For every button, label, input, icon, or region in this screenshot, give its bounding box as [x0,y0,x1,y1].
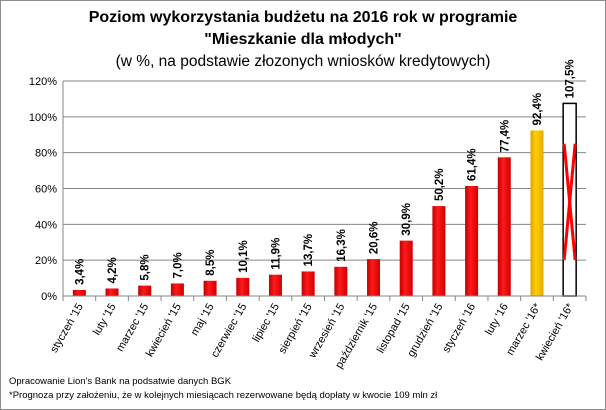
x-tick-label: luty '15 [91,302,119,338]
bar [399,240,413,296]
data-label: 61,4% [467,148,479,181]
source-note: Opracowanie Lion's Bank na podsatwie dan… [9,376,232,387]
y-tick-label: 20% [35,255,57,267]
cross-mark [562,143,577,261]
data-label: 10,1% [238,240,250,273]
bar [301,271,315,296]
y-tick-label: 80% [35,148,57,160]
x-tick-label: luty '16 [483,302,511,338]
data-label: 107,5% [565,59,577,98]
data-label: 92,4% [532,93,544,126]
bar [236,277,250,296]
data-label: 3,4% [74,259,86,285]
y-tick-label: 40% [35,219,57,231]
data-label: 20,6% [369,221,381,254]
data-label: 50,2% [434,168,446,201]
bar [72,289,86,296]
x-tick-label: listopad '15 [375,302,413,356]
data-label: 11,9% [270,238,282,270]
y-tick-label: 0% [41,291,57,303]
y-tick-label: 120% [29,76,57,88]
bar [334,266,348,296]
bar [268,274,282,296]
x-tick-label: lipiec '15 [250,302,282,345]
x-tick-label: styczeń '15 [48,302,86,355]
bar [170,283,184,296]
bar [203,280,217,296]
data-label: 30,9% [401,203,413,236]
chart-subtitle: (w %, na podstawie złozonych wniosków kr… [115,53,491,70]
bar [432,206,446,296]
chart-title: Poziom wykorzystania budżetu na 2016 rok… [88,9,518,26]
bar [530,130,544,296]
data-label: 77,4% [499,120,511,153]
y-tick-label: 100% [29,112,57,124]
chart-title-line2: "Mieszkanie dla młodych" [204,31,402,48]
x-tick-label: maj '15 [189,302,217,338]
x-tick-label: kwiecień '15 [144,302,184,360]
bar [138,285,152,296]
data-label: 4,2% [107,257,119,283]
y-tick-label: 60% [35,184,57,196]
x-tick-label: sierpień '15 [276,302,314,356]
x-tick-label: grudzień '15 [405,302,445,360]
x-tick-label: styczeń '16 [440,302,478,355]
bar [465,185,479,296]
data-label: 13,7% [303,234,315,267]
forecast-note: *Prognoza przy założeniu, że w kolejnych… [9,390,438,401]
data-label: 16,3% [336,229,348,262]
x-tick-label: marzec '15 [114,302,151,354]
data-label: 8,5% [205,250,217,276]
data-label: 5,8% [140,254,152,280]
data-label: 7,0% [172,252,184,278]
bar [497,157,511,296]
bar [367,259,381,296]
bar [105,288,119,296]
